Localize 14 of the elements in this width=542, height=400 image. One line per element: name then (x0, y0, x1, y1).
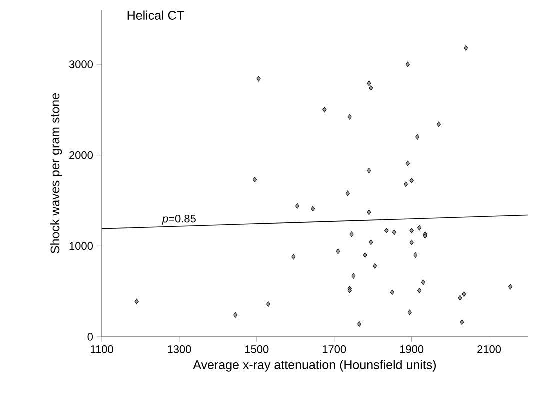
x-tick-label: 2100 (478, 346, 502, 354)
x-tick-label: 1300 (168, 346, 192, 354)
y-tick-label: 3000 (69, 60, 94, 68)
x-axis-title: Average x-ray attenuation (Hounsfield units) (193, 360, 436, 372)
x-tick-label: 1100 (91, 346, 114, 354)
x-tick-label: 1700 (322, 346, 346, 354)
y-axis-title: Shock waves per gram stone (50, 93, 62, 254)
y-tick-label: 1000 (70, 242, 94, 250)
chart-title: Helical CT (128, 10, 184, 20)
annotation: p=0.85 (162, 214, 196, 225)
y-tick-label: 0 (88, 333, 94, 341)
x-tick-label: 1900 (400, 346, 424, 354)
x-tick-label: 1500 (246, 346, 269, 354)
y-tick-label: 2000 (70, 151, 94, 160)
